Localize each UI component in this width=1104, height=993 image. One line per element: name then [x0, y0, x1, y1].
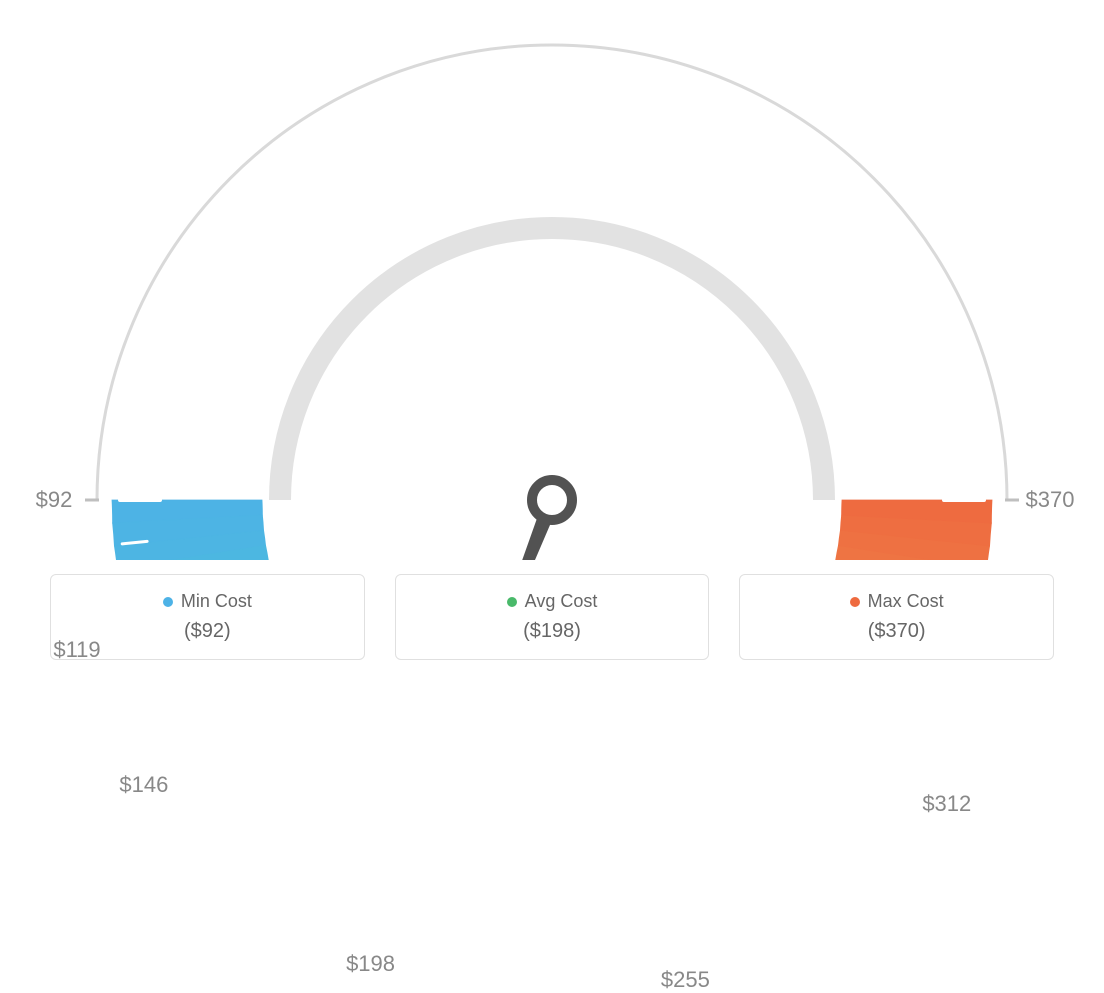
gauge-tick-label: $198 [346, 951, 395, 977]
legend-min-dot [163, 597, 173, 607]
gauge-tick-label: $312 [922, 791, 971, 817]
legend-avg-label: Avg Cost [525, 591, 598, 611]
gauge-tick-label: $370 [1026, 487, 1075, 513]
gauge-tick-label: $255 [661, 967, 710, 993]
legend-avg-dot [507, 597, 517, 607]
legend-max-label: Max Cost [868, 591, 944, 611]
gauge-tick-label: $92 [36, 487, 73, 513]
legend-max-dot [850, 597, 860, 607]
legend-min-label: Min Cost [181, 591, 252, 611]
legend-min-value: ($92) [71, 620, 344, 643]
gauge-tick-label: $146 [119, 772, 168, 798]
gauge-svg [0, 0, 1104, 560]
legend-max-top: Max Cost [760, 591, 1033, 612]
legend-avg-top: Avg Cost [416, 591, 689, 612]
legend-avg-value: ($198) [416, 620, 689, 643]
legend-row: Min Cost ($92) Avg Cost ($198) Max Cost … [50, 574, 1054, 660]
legend-min-top: Min Cost [71, 591, 344, 612]
legend-min: Min Cost ($92) [50, 574, 365, 660]
gauge-area: $92$119$146$198$255$312$370 [0, 0, 1104, 560]
cost-gauge-widget: $92$119$146$198$255$312$370 Min Cost ($9… [0, 0, 1104, 690]
legend-avg: Avg Cost ($198) [395, 574, 710, 660]
legend-max-value: ($370) [760, 620, 1033, 643]
legend-max: Max Cost ($370) [739, 574, 1054, 660]
